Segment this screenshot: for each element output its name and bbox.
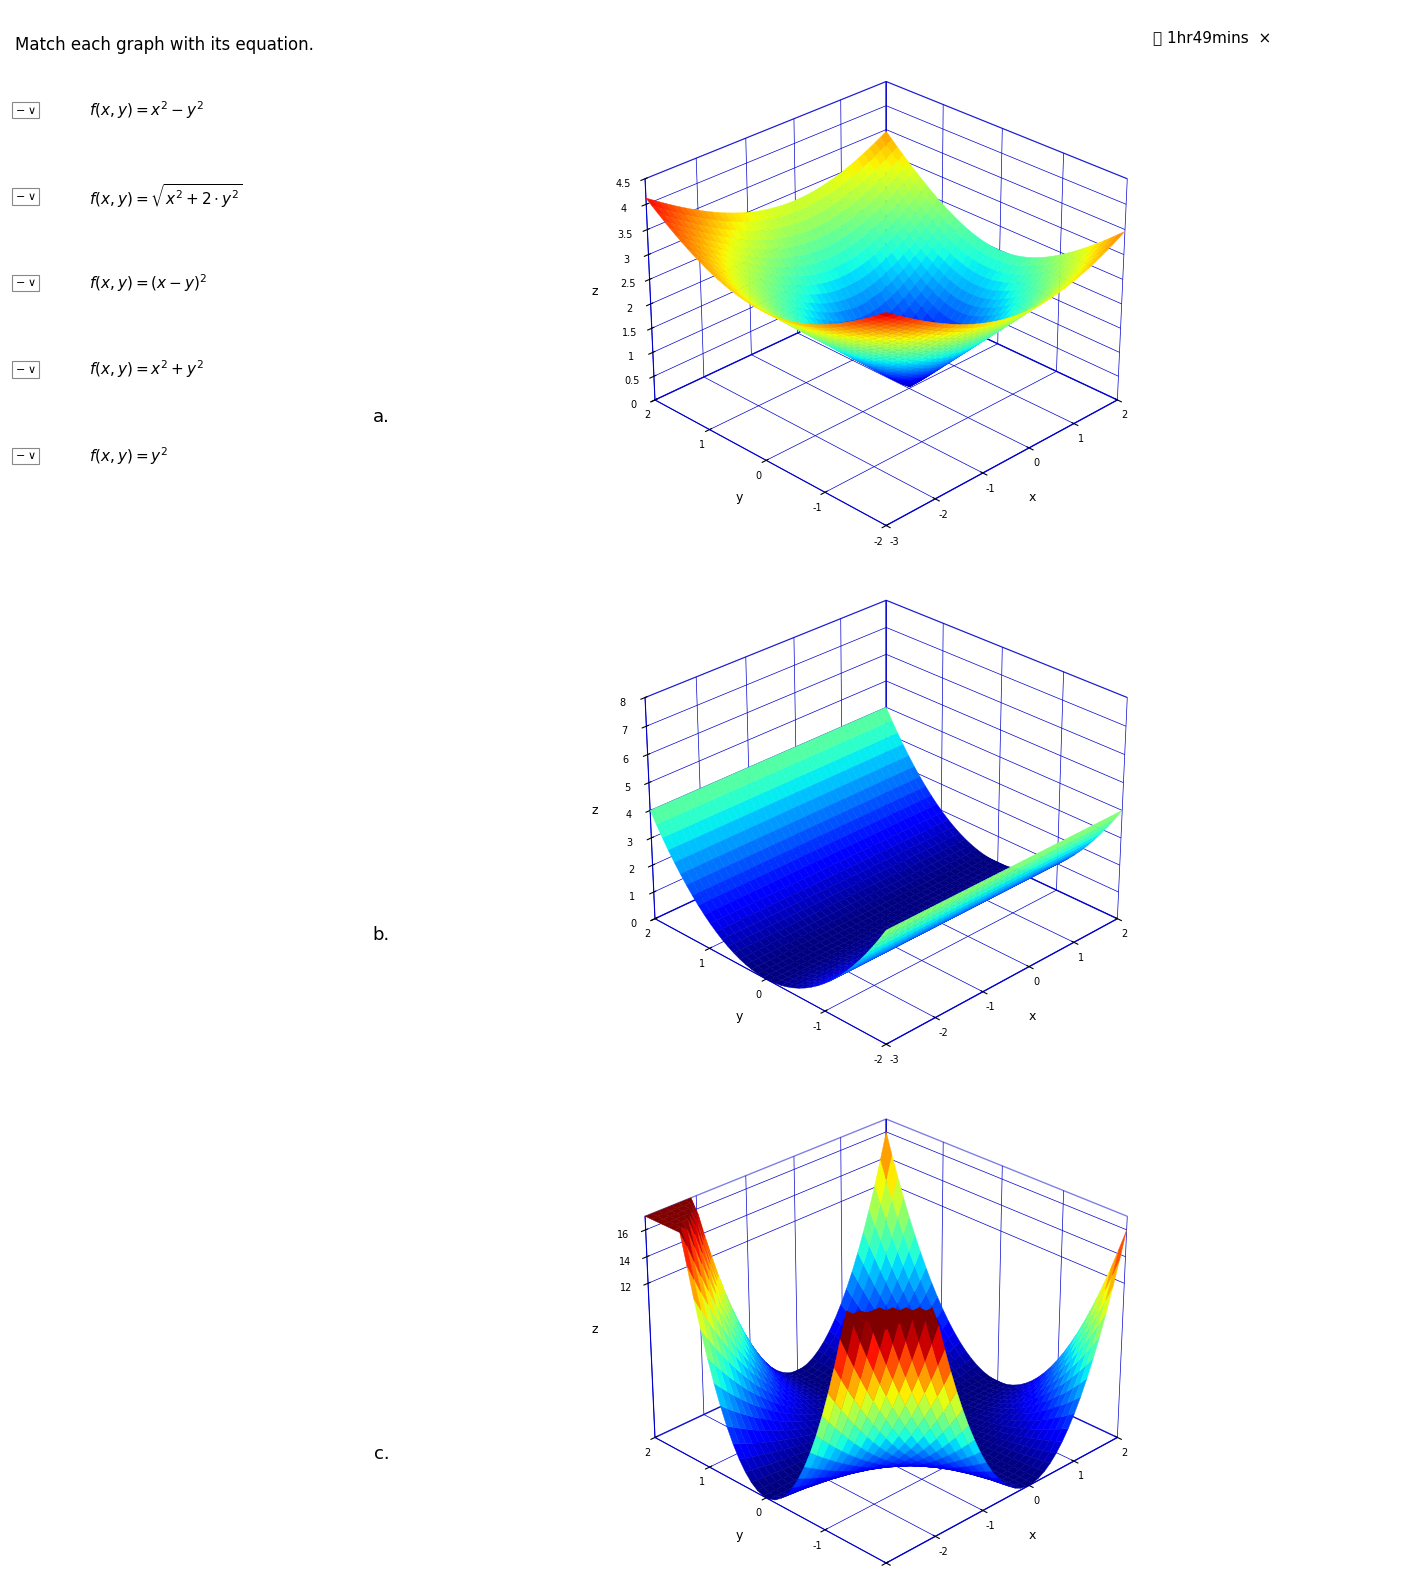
Text: $f(x, y) = (x - y)^2$: $f(x, y) = (x - y)^2$ — [89, 272, 207, 294]
X-axis label: x: x — [1029, 1528, 1037, 1542]
Text: $f(x, y) = x^2 - y^2$: $f(x, y) = x^2 - y^2$ — [89, 99, 204, 121]
Text: $-$ $\vee$: $-$ $\vee$ — [14, 278, 37, 288]
Text: $-$ $\vee$: $-$ $\vee$ — [14, 365, 37, 374]
Text: $f(x, y) = y^2$: $f(x, y) = y^2$ — [89, 445, 169, 467]
Text: ⏱ 1hr49mins  ×: ⏱ 1hr49mins × — [1153, 30, 1272, 46]
Text: c.: c. — [374, 1445, 390, 1464]
Text: $f(x, y) = x^2 + y^2$: $f(x, y) = x^2 + y^2$ — [89, 358, 204, 380]
Text: $-$ $\vee$: $-$ $\vee$ — [14, 451, 37, 461]
Y-axis label: y: y — [736, 1528, 743, 1542]
Text: Match each graph with its equation.: Match each graph with its equation. — [14, 36, 313, 53]
Text: b.: b. — [373, 926, 390, 945]
Text: $-$ $\vee$: $-$ $\vee$ — [14, 192, 37, 201]
X-axis label: x: x — [1029, 490, 1037, 505]
Y-axis label: y: y — [736, 1009, 743, 1023]
Text: $f(x, y) = \sqrt{x^2 + 2 \cdot y^2}$: $f(x, y) = \sqrt{x^2 + 2 \cdot y^2}$ — [89, 182, 242, 211]
X-axis label: x: x — [1029, 1009, 1037, 1023]
Text: a.: a. — [373, 407, 390, 426]
Y-axis label: y: y — [736, 490, 743, 505]
Text: $-$ $\vee$: $-$ $\vee$ — [14, 105, 37, 115]
